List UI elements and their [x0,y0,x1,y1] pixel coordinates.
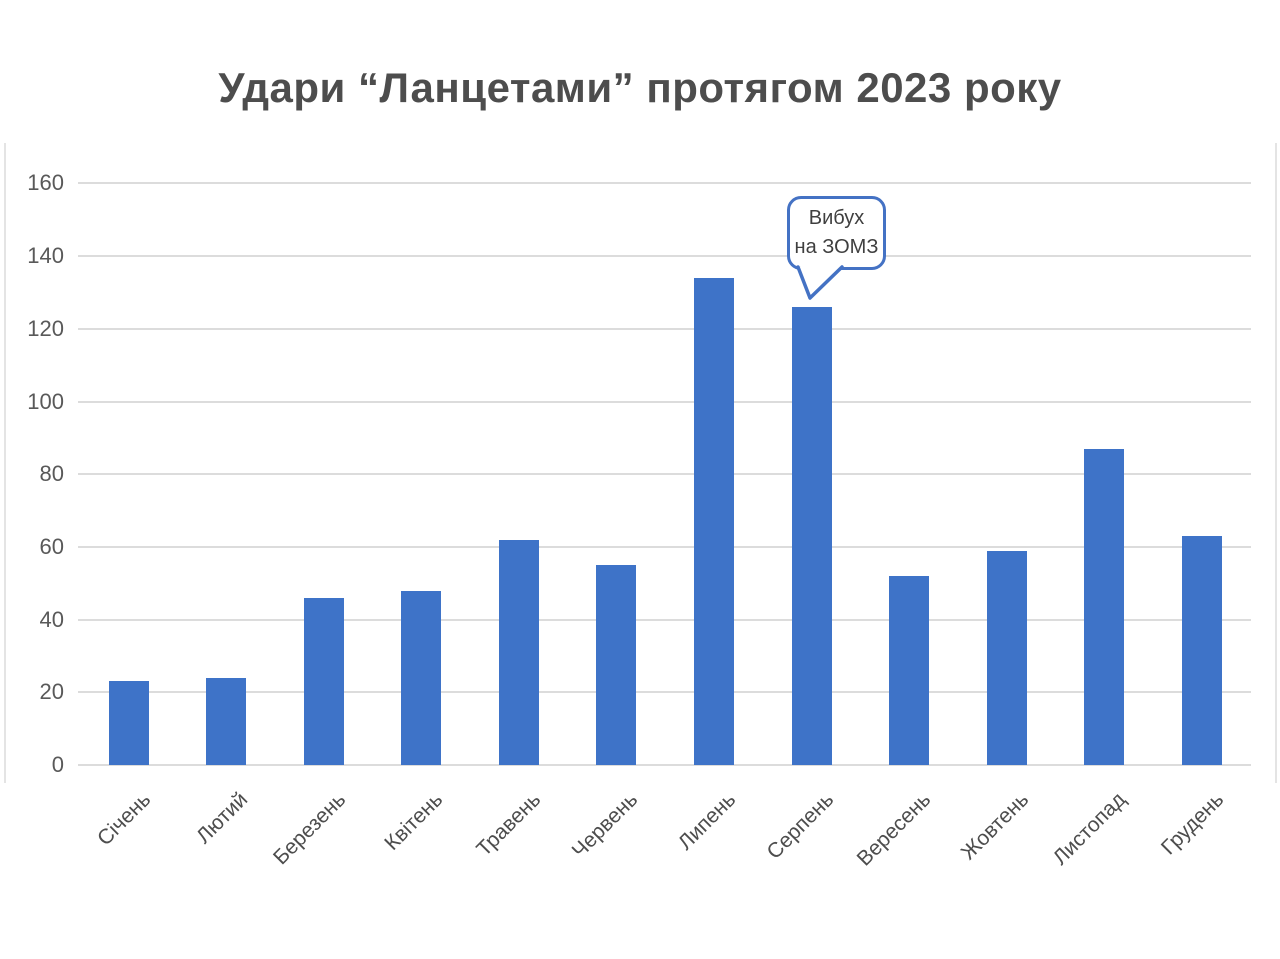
x-label-month-6: Червень [568,788,643,863]
bar-month-11 [1084,448,1125,765]
x-label-month-9: Вересень [852,788,936,871]
gridline-160 [78,182,1251,185]
gridline-20 [78,691,1251,694]
annotation-line2: на ЗОМЗ [794,236,879,258]
annotation-line1: Вибух [808,207,865,229]
y-tick-140: 140 [27,243,64,269]
plot-left-border [4,143,6,783]
y-tick-160: 160 [27,170,64,196]
x-label-month-4: Квітень [380,788,448,855]
x-label-month-2: Лютий [192,788,253,849]
y-tick-0: 0 [51,752,64,777]
gridline-60 [78,545,1251,548]
x-label-month-5: Травень [472,788,546,861]
chart-title: Удари “Ланцетами” протягом 2023 року [218,64,1062,111]
bar-month-9 [889,575,930,765]
x-label-month-3: Березень [268,788,350,870]
bar-month-12 [1181,535,1222,765]
x-label-month-10: Жовтень [956,788,1034,865]
x-label-month-7: Липень [673,788,741,855]
bar-month-6 [596,565,637,765]
y-tick-80: 80 [39,461,64,487]
bar-month-7 [694,277,735,765]
bar-month-3 [303,597,344,765]
annotation-callout-tail-icon [796,265,844,300]
y-tick-120: 120 [27,315,64,341]
y-tick-40: 40 [39,606,64,632]
x-label-month-8: Серпень [762,788,838,864]
gridline-0 [78,764,1251,766]
bar-month-2 [206,677,247,765]
bar-month-4 [401,590,442,765]
gridline-80 [78,473,1251,476]
plot-right-border [1275,143,1277,783]
bar-month-1 [108,681,149,765]
y-tick-20: 20 [39,679,64,705]
x-label-month-11: Листопад [1049,788,1131,870]
gridline-40 [78,618,1251,621]
annotation-callout: Вибух на ЗОМЗ [787,196,886,270]
y-tick-60: 60 [39,533,64,559]
y-tick-100: 100 [27,388,64,414]
bar-month-8 [791,306,832,765]
gridline-100 [78,400,1251,403]
gridline-140 [78,255,1251,258]
x-label-month-12: Грудень [1156,788,1229,860]
bar-month-10 [986,550,1027,765]
x-label-month-1: Січень [92,788,155,851]
bar-month-5 [498,539,539,765]
gridline-120 [78,327,1251,330]
